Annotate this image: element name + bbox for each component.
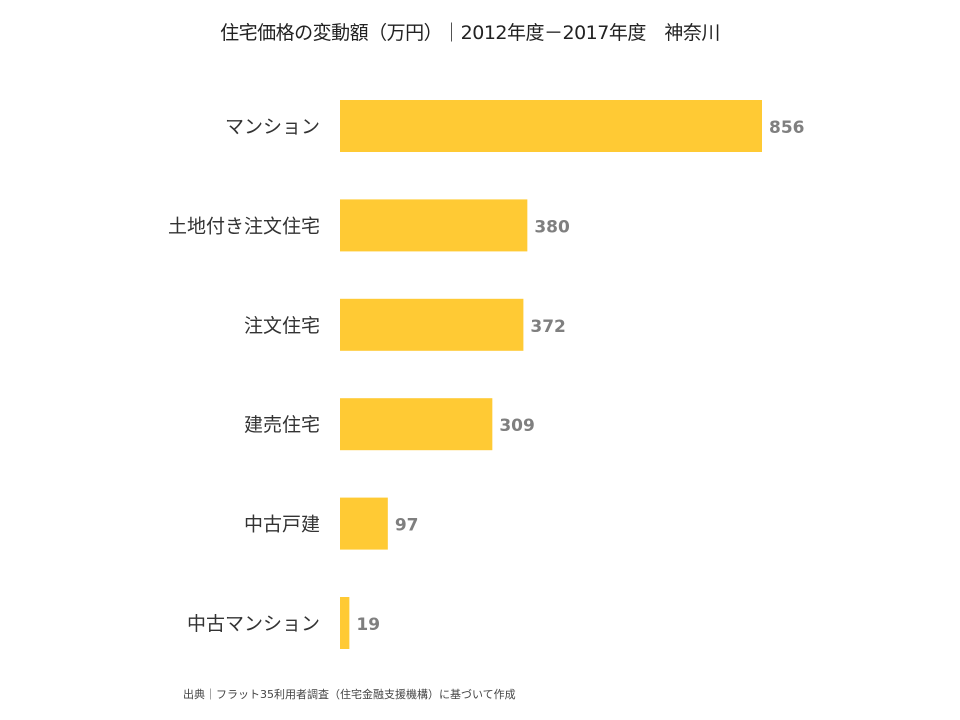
bar bbox=[340, 100, 762, 152]
bar bbox=[340, 597, 350, 649]
category-label: 土地付き注文住宅 bbox=[168, 215, 320, 237]
bar bbox=[340, 298, 524, 351]
data-label: 856 bbox=[769, 118, 805, 138]
data-label: 97 bbox=[395, 516, 419, 536]
data-label: 372 bbox=[530, 317, 566, 337]
source-note: 出典｜フラット35利用者調査（住宅金融支援機構）に基づいて作成 bbox=[183, 688, 516, 701]
category-label: 建売住宅 bbox=[244, 414, 320, 436]
bar bbox=[340, 398, 493, 451]
category-label: 中古戸建 bbox=[244, 514, 320, 536]
category-label: マンション bbox=[225, 116, 320, 138]
chart-title: 住宅価格の変動額（万円）｜2012年度－2017年度 神奈川 bbox=[220, 22, 720, 44]
category-label: 中古マンション bbox=[187, 613, 320, 635]
data-label: 380 bbox=[534, 217, 570, 237]
data-label: 19 bbox=[356, 615, 380, 635]
data-label: 309 bbox=[499, 416, 535, 436]
bar bbox=[340, 497, 388, 550]
bar bbox=[340, 199, 528, 252]
category-label: 注文住宅 bbox=[244, 315, 320, 337]
